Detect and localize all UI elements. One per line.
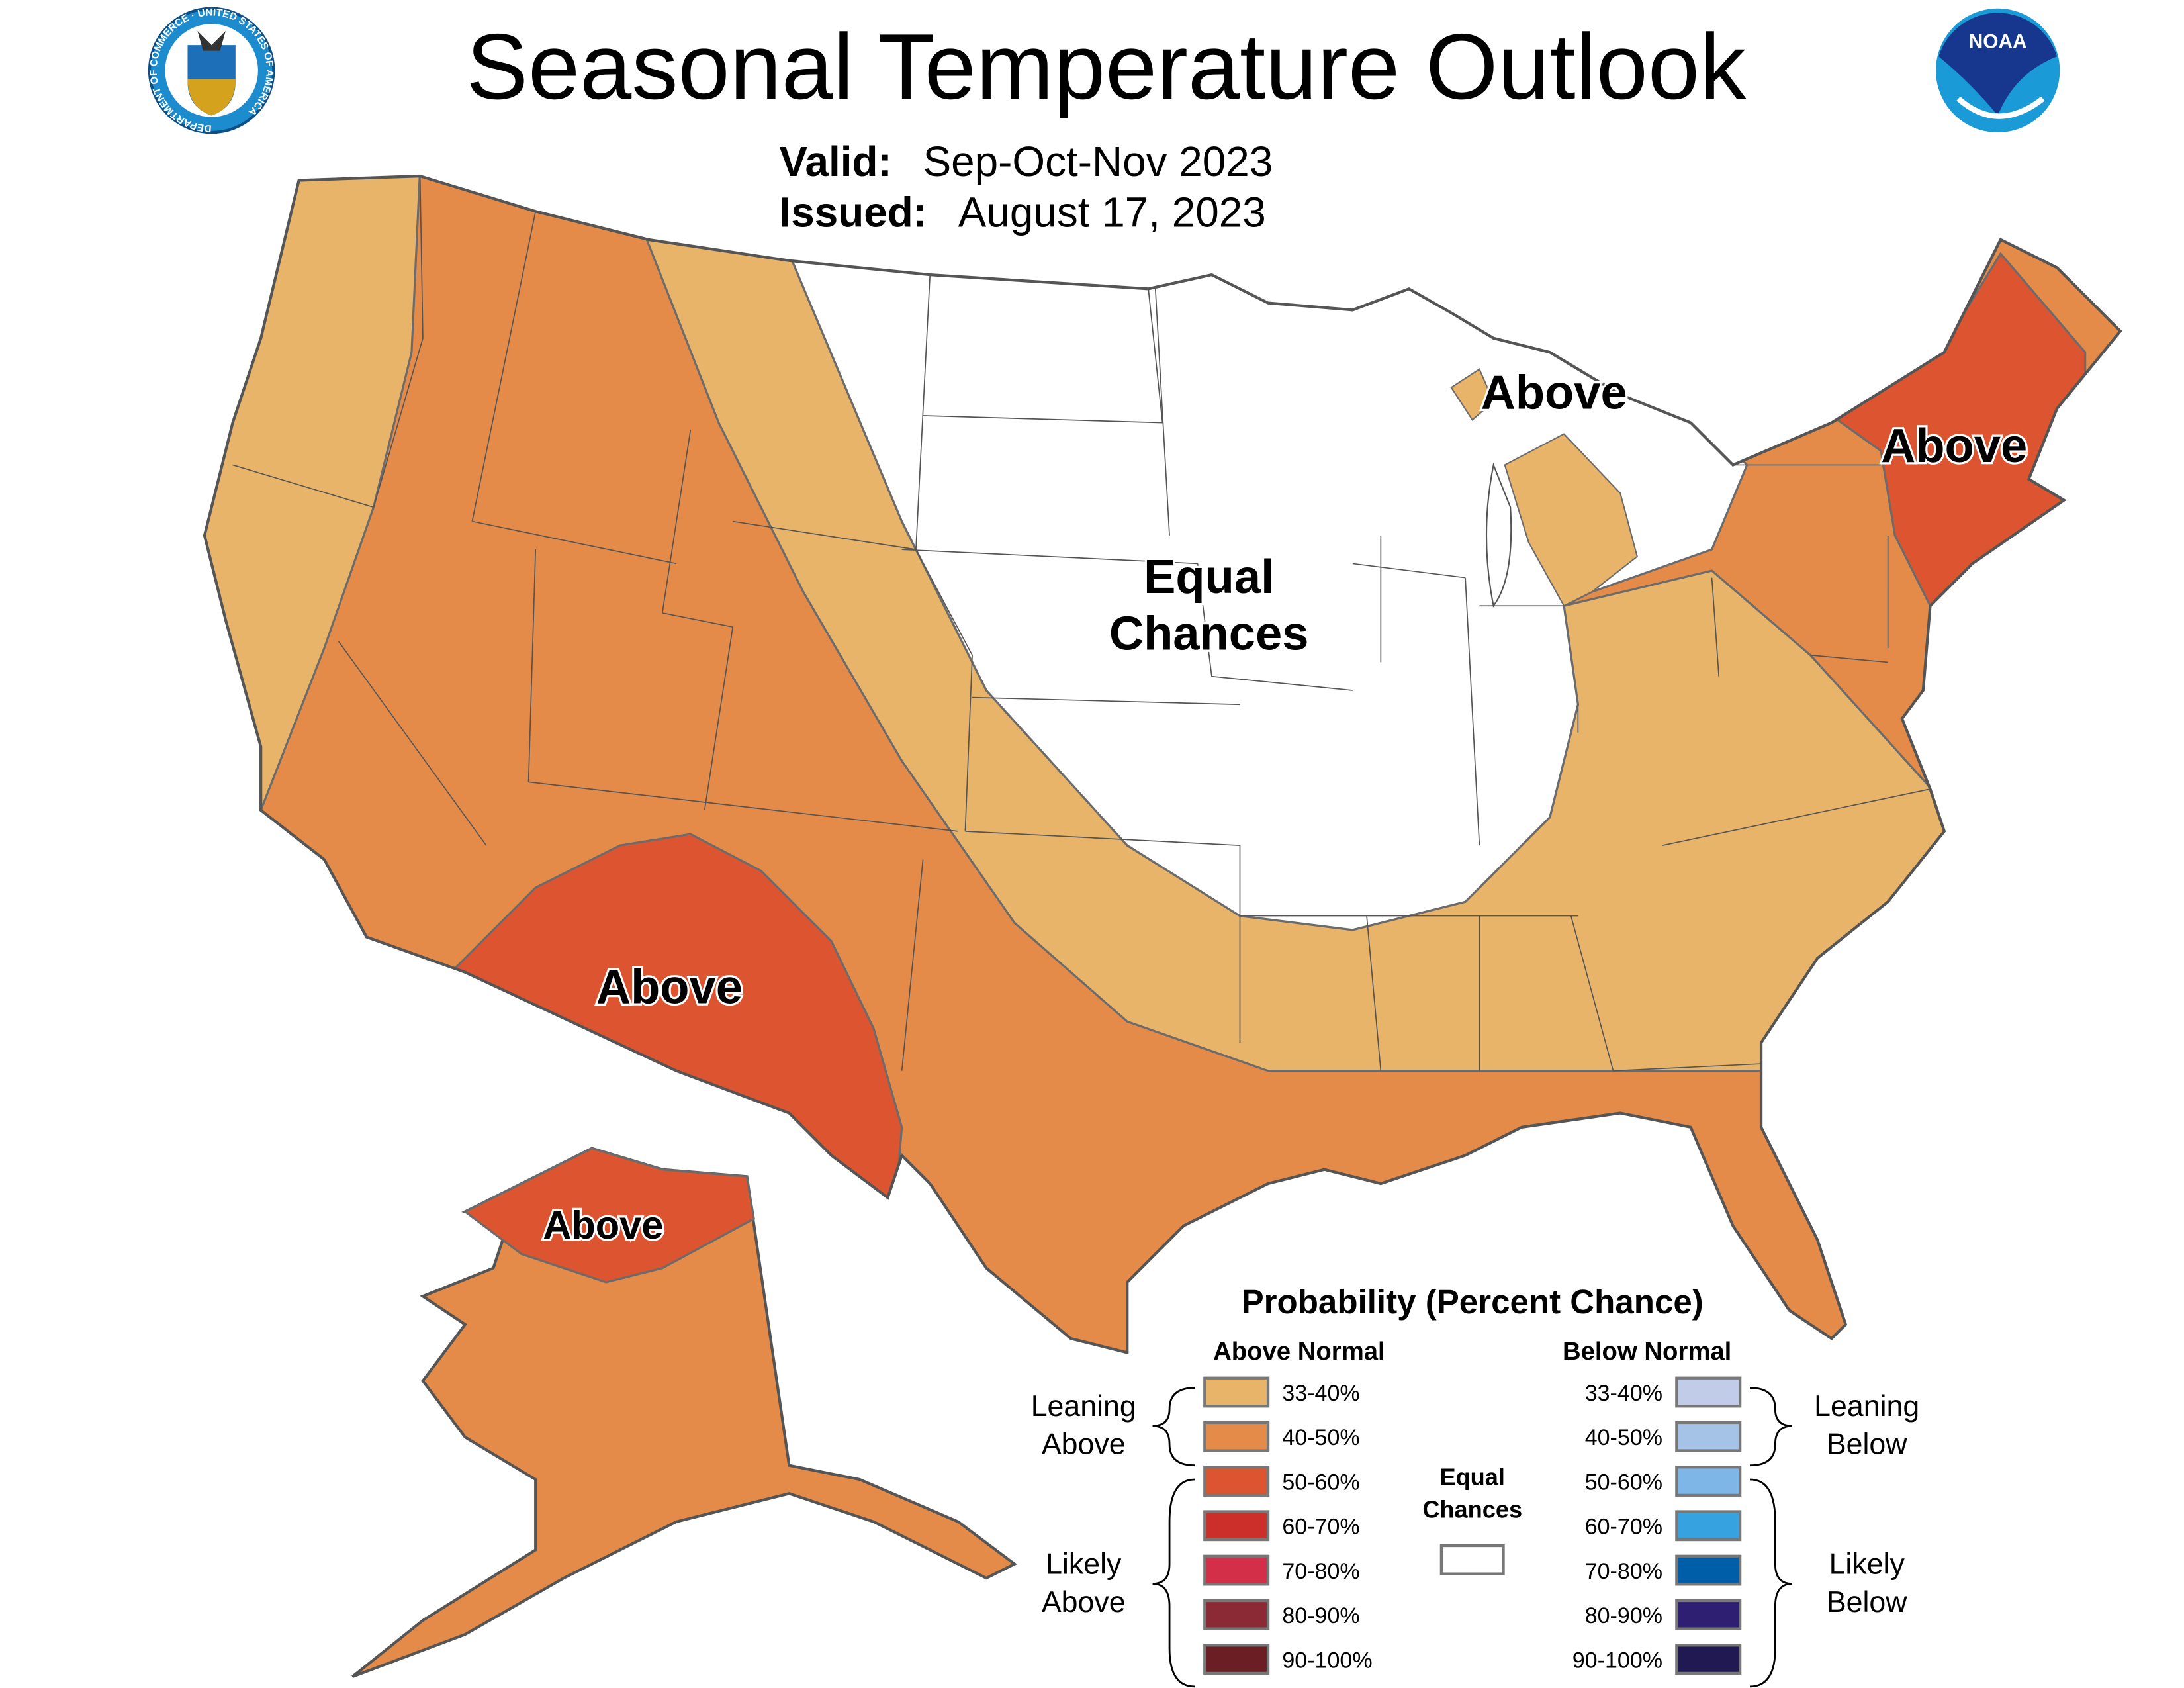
legend-equal-2: Chances — [1422, 1495, 1522, 1523]
legend-range-below-1: 40-50% — [1585, 1425, 1662, 1450]
legend-range-below-0: 33-40% — [1585, 1381, 1662, 1406]
label-above-northeast: Above — [1881, 419, 2027, 473]
legend-range-above-2: 50-60% — [1282, 1470, 1359, 1495]
legend-range-below-3: 60-70% — [1585, 1515, 1662, 1540]
valid-value: Sep-Oct-Nov 2023 — [923, 138, 1273, 185]
legend-swatch-above-6 — [1203, 1644, 1270, 1675]
state-boundaries — [232, 176, 1931, 1072]
noaa-logo: NOAA — [1936, 8, 2060, 133]
label-equal-chances-line1: Equal — [1144, 550, 1274, 604]
legend-swatch-below-1 — [1675, 1421, 1742, 1452]
legend-range-above-4: 70-80% — [1282, 1559, 1359, 1584]
issued-value: August 17, 2023 — [958, 189, 1266, 236]
alaska-above-40-50 — [351, 1147, 1017, 1678]
legend-swatch-above-5 — [1203, 1599, 1270, 1630]
legend-brackets — [1152, 1387, 1792, 1688]
noaa-logo-text: NOAA — [1969, 30, 2027, 52]
legend-swatch-below-5 — [1675, 1599, 1742, 1630]
legend-swatch-above-1 — [1203, 1421, 1270, 1452]
legend-swatch-equal-chances — [1439, 1544, 1505, 1575]
legend-range-above-6: 90-100% — [1282, 1648, 1372, 1673]
conus-coastline — [203, 174, 2122, 1355]
legend-range-below-5: 80-90% — [1585, 1603, 1662, 1628]
commerce-seal-logo: DEPARTMENT OF COMMERCE · UNITED STATES O… — [148, 7, 275, 134]
legend-range-above-0: 33-40% — [1282, 1381, 1359, 1406]
legend-leaning-below-2: Below — [1827, 1429, 1907, 1461]
legend-swatch-above-2 — [1203, 1466, 1270, 1497]
legend-range-above-5: 80-90% — [1282, 1603, 1359, 1628]
legend-items: 33-40% 40-50% 50-60% 60-70% 70-80% 80-90% 90-1… — [1203, 1376, 1742, 1675]
alaska-above-50-60 — [463, 1147, 755, 1284]
legend-title: Probability (Percent Chance) — [1242, 1283, 1704, 1321]
lake-michigan — [1485, 462, 1512, 608]
issued-label: Issued: — [779, 189, 927, 236]
legend-swatch-below-2 — [1675, 1466, 1742, 1497]
legend-leaning-above-2: Above — [1042, 1429, 1126, 1461]
legend-range-below-4: 70-80% — [1585, 1559, 1662, 1584]
region-upper-michigan-above-33-40 — [1450, 368, 1494, 421]
legend-range-above-3: 60-70% — [1282, 1515, 1359, 1540]
legend-range-below-2: 50-60% — [1585, 1470, 1662, 1495]
label-above-southwest: Above — [596, 961, 743, 1014]
conus-map — [205, 176, 2120, 1353]
valid-label: Valid: — [779, 138, 891, 185]
legend-swatch-above-3 — [1203, 1510, 1270, 1542]
label-above-alaska: Above — [543, 1203, 663, 1247]
legend-swatch-above-0 — [1203, 1376, 1270, 1408]
legend-likely-above-2: Above — [1042, 1586, 1126, 1618]
legend-range-below-6: 90-100% — [1572, 1648, 1662, 1673]
legend-likely-below-1: Likely — [1829, 1548, 1905, 1581]
page-title: Seasonal Temperature Outlook — [466, 15, 1747, 118]
legend-swatch-below-0 — [1675, 1376, 1742, 1408]
region-lower-michigan-above-33-40 — [1504, 433, 1638, 607]
legend: Probability (Percent Chance) Above Norma… — [1031, 1283, 1919, 1688]
legend-swatch-below-4 — [1675, 1554, 1742, 1586]
legend-above-header: Above Normal — [1213, 1337, 1385, 1366]
label-equal-chances-line2: Chances — [1109, 606, 1309, 660]
legend-leaning-above-1: Leaning — [1031, 1390, 1136, 1423]
legend-likely-below-2: Below — [1827, 1586, 1907, 1618]
legend-swatch-below-3 — [1675, 1510, 1742, 1542]
legend-likely-above-1: Likely — [1046, 1548, 1122, 1581]
legend-below-header: Below Normal — [1563, 1337, 1731, 1366]
label-above-great-lakes: Above — [1481, 365, 1627, 419]
legend-swatch-below-6 — [1675, 1644, 1742, 1675]
legend-swatch-above-4 — [1203, 1554, 1270, 1586]
legend-range-above-1: 40-50% — [1282, 1425, 1359, 1450]
legend-equal-1: Equal — [1439, 1463, 1504, 1490]
legend-leaning-below-1: Leaning — [1814, 1390, 1919, 1423]
